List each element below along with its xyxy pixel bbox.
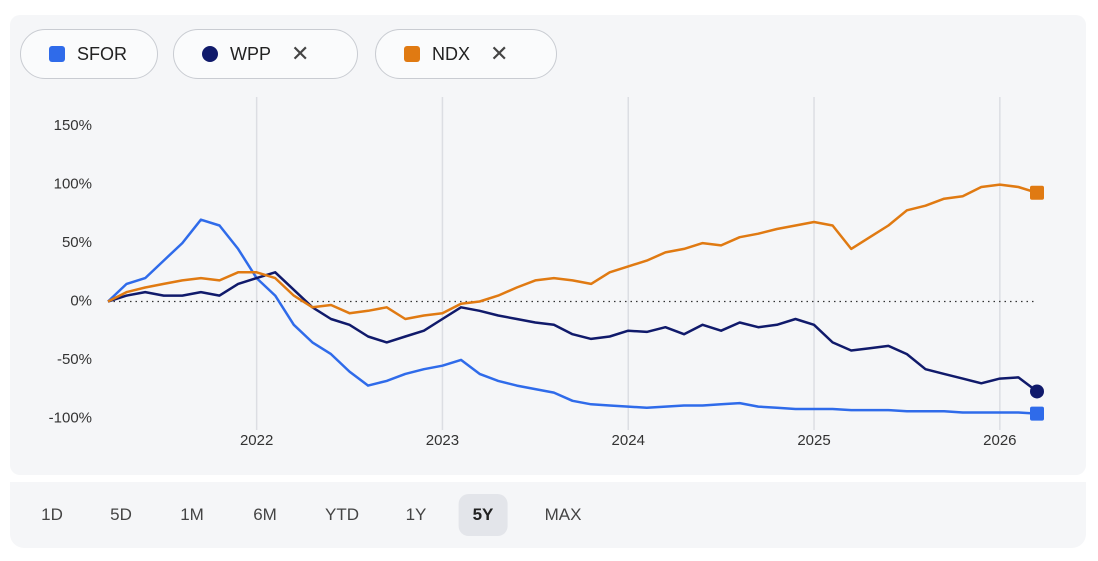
x-tick-label: 2023 — [426, 432, 459, 449]
range-button[interactable]: 5D — [110, 505, 132, 524]
series-line — [107, 183, 1038, 321]
range-bar — [10, 482, 1086, 548]
range-button[interactable]: MAX — [544, 505, 582, 524]
range-button[interactable]: 5Y — [458, 494, 508, 536]
series-line — [107, 271, 1038, 393]
legend-icon — [404, 46, 420, 62]
x-tick-label: 2025 — [797, 432, 830, 449]
legend-icon — [202, 46, 218, 62]
remove-button[interactable]: ✕ — [490, 41, 509, 66]
legend-chip[interactable]: SFOR — [20, 29, 158, 79]
series-line — [107, 218, 1038, 415]
y-tick-label: -50% — [57, 351, 92, 368]
range-button[interactable]: 1D — [41, 505, 63, 524]
end-marker — [1030, 384, 1044, 399]
y-tick-label: 0% — [70, 292, 92, 309]
y-tick-label: -100% — [49, 409, 92, 426]
x-tick-label: 2022 — [240, 432, 273, 449]
x-tick-label: 2026 — [983, 432, 1016, 449]
end-marker — [1030, 185, 1044, 200]
y-tick-label: 150% — [54, 117, 92, 134]
legend-label: NDX — [432, 43, 471, 64]
legend-icon — [49, 46, 65, 62]
chart-panel — [10, 15, 1086, 475]
range-button[interactable]: YTD — [325, 505, 359, 524]
range-button[interactable]: 1Y — [405, 505, 427, 524]
range-button[interactable]: 1M — [180, 505, 204, 524]
x-tick-label: 2024 — [612, 432, 645, 449]
legend-chip[interactable]: WPP ✕ — [173, 29, 358, 79]
legend-label: WPP — [230, 43, 272, 64]
y-tick-label: 50% — [62, 234, 92, 251]
end-marker — [1030, 406, 1044, 421]
chart: -100% -50% 0% 50% 100% 150% 2022 2023 2024 2025 20… — [49, 97, 1044, 449]
y-tick-label: 100% — [54, 176, 92, 193]
remove-button[interactable]: ✕ — [291, 41, 310, 66]
legend-label: SFOR — [77, 43, 128, 64]
legend-chip[interactable]: NDX ✕ — [375, 29, 557, 79]
range-button[interactable]: 6M — [253, 505, 277, 524]
